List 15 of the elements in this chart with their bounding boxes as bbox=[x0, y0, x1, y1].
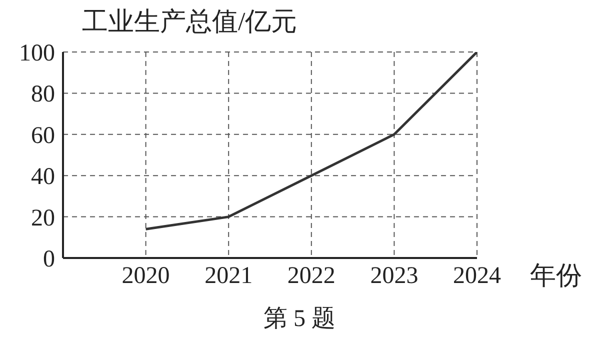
y-tick-label: 60 bbox=[31, 122, 55, 149]
y-tick-label: 20 bbox=[31, 205, 55, 232]
y-axis-title: 工业生产总值/亿元 bbox=[82, 6, 298, 38]
text: 第 5 题 bbox=[262, 305, 336, 334]
x-tick-label: 2023 bbox=[370, 263, 418, 290]
x-tick-label: 2024 bbox=[453, 263, 501, 290]
x-tick-label: 2021 bbox=[204, 263, 253, 290]
y-tick-label: 80 bbox=[31, 82, 55, 108]
x-axis-title: 年份 bbox=[530, 260, 582, 292]
line-series bbox=[144, 52, 477, 230]
y-tick-label: 100 bbox=[19, 40, 55, 67]
y-tick-label: 40 bbox=[31, 164, 55, 190]
y-tick-label: 0 bbox=[43, 246, 55, 273]
x-tick-label: 2020 bbox=[122, 263, 170, 290]
x-tick-label: 2022 bbox=[287, 263, 336, 290]
